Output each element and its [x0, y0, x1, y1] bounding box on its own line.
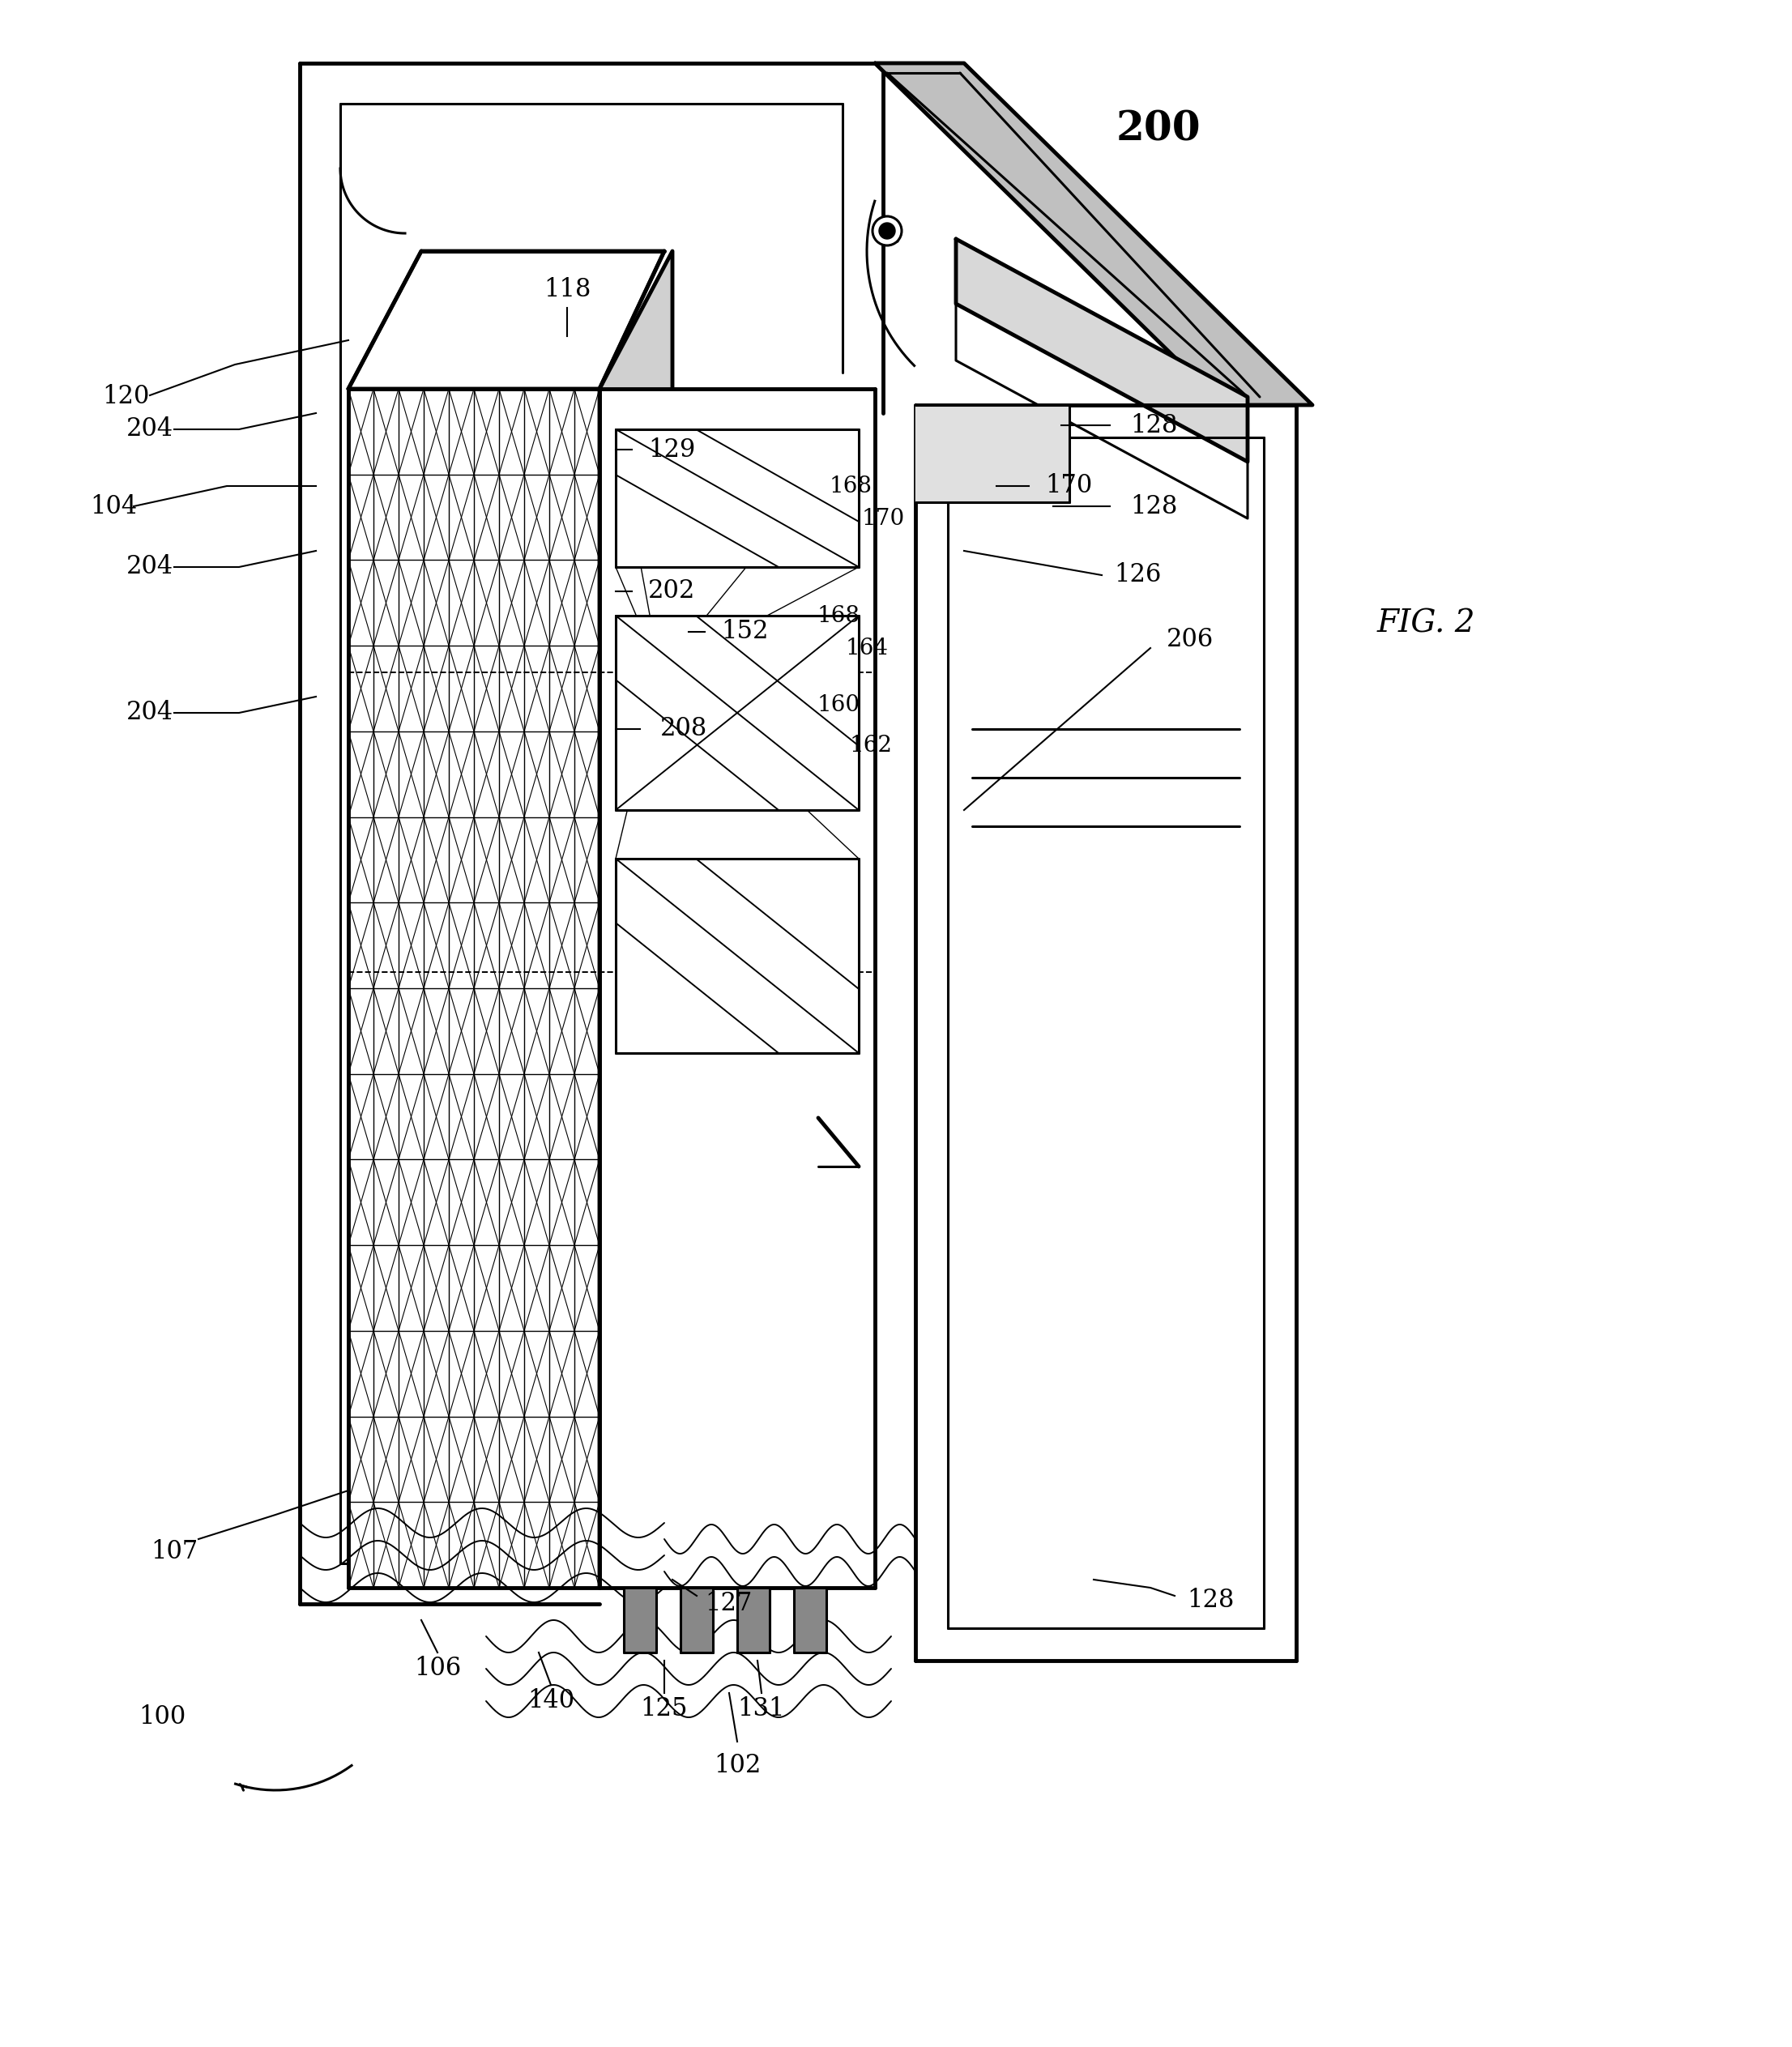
Text: 128: 128 — [1186, 1586, 1235, 1613]
Text: 204: 204 — [125, 555, 174, 579]
Text: 140: 140 — [527, 1689, 575, 1713]
Text: 208: 208 — [659, 716, 708, 741]
Text: 168: 168 — [830, 475, 873, 497]
Text: 127: 127 — [704, 1591, 753, 1617]
Text: 126: 126 — [1115, 563, 1161, 587]
Text: 170: 170 — [1045, 473, 1093, 499]
Circle shape — [880, 223, 896, 239]
Polygon shape — [616, 430, 858, 567]
Polygon shape — [916, 405, 1070, 502]
Text: FIG. 2: FIG. 2 — [1378, 608, 1475, 639]
Polygon shape — [616, 858, 858, 1052]
Text: 152: 152 — [720, 620, 769, 645]
Circle shape — [873, 217, 901, 246]
Text: 120: 120 — [102, 385, 149, 409]
Polygon shape — [600, 252, 672, 1588]
Text: 107: 107 — [151, 1539, 197, 1564]
Text: 160: 160 — [817, 694, 860, 716]
Text: 204: 204 — [125, 418, 174, 442]
Text: 164: 164 — [846, 637, 889, 659]
Text: 202: 202 — [649, 579, 695, 604]
Text: 125: 125 — [640, 1697, 688, 1722]
Text: 204: 204 — [125, 700, 174, 725]
Polygon shape — [616, 616, 858, 811]
Text: 102: 102 — [713, 1754, 762, 1779]
Text: 206: 206 — [1167, 626, 1213, 653]
Text: 128: 128 — [1131, 493, 1177, 518]
Polygon shape — [794, 1588, 826, 1652]
Text: 168: 168 — [817, 604, 860, 626]
Polygon shape — [955, 303, 1247, 518]
Text: 129: 129 — [649, 436, 695, 463]
Polygon shape — [681, 1588, 713, 1652]
Polygon shape — [600, 389, 874, 1588]
Polygon shape — [955, 239, 1247, 463]
Text: 100: 100 — [138, 1705, 186, 1730]
Text: 106: 106 — [414, 1656, 461, 1681]
Polygon shape — [874, 63, 1312, 405]
Text: 162: 162 — [849, 735, 892, 755]
Polygon shape — [348, 389, 600, 1588]
Text: 170: 170 — [862, 508, 905, 530]
Polygon shape — [916, 405, 1296, 1660]
Polygon shape — [348, 252, 665, 389]
Text: 131: 131 — [738, 1697, 785, 1722]
Text: 104: 104 — [90, 493, 136, 518]
Text: 200: 200 — [1116, 111, 1201, 149]
Polygon shape — [624, 1588, 656, 1652]
Polygon shape — [737, 1588, 769, 1652]
Text: 128: 128 — [1131, 413, 1177, 438]
Text: 118: 118 — [543, 278, 591, 303]
